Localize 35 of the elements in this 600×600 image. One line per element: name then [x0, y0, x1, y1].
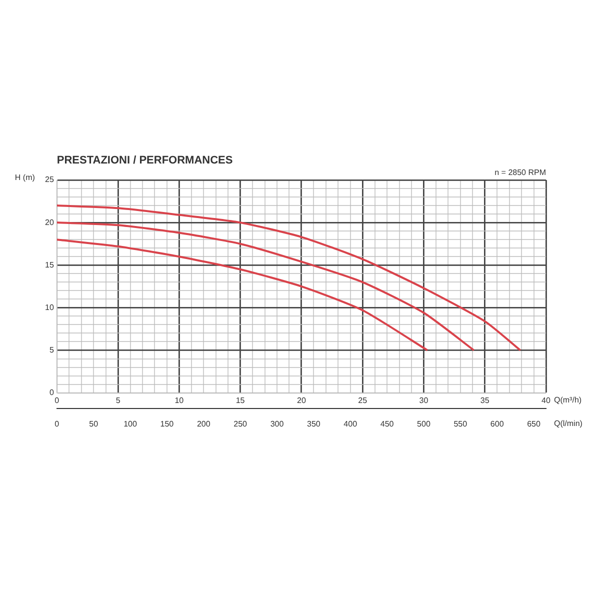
x2-tick-label: 350 [306, 419, 321, 428]
x2-tick-label: 150 [160, 419, 174, 428]
y-axis-title: H (m) [14, 173, 36, 182]
line-series [56, 222, 475, 352]
x2-tick-label: 100 [124, 419, 138, 428]
x-axis-title: Q(m³/h) [554, 396, 582, 405]
y-tick-label: 25 [44, 175, 54, 184]
y-tick-label: 15 [44, 260, 54, 270]
x-tick-label: 30 [419, 396, 429, 405]
x-tick-label: 15 [236, 396, 246, 405]
x2-tick-label: 200 [196, 419, 211, 428]
x2-tick-label: 450 [380, 419, 394, 428]
line-series [56, 238, 428, 352]
x2-axis-title: Q(l/min) [554, 419, 583, 428]
y-tick-label: 10 [44, 302, 54, 312]
x-tick-label: 40 [542, 396, 551, 405]
line-series [56, 204, 522, 352]
x2-tick-label: 250 [234, 419, 248, 428]
y-tick-label: 20 [44, 218, 54, 227]
y-tick-label: 5 [49, 345, 54, 354]
x2-tick-label: 300 [270, 419, 284, 428]
x2-tick-label: 50 [89, 419, 99, 428]
y-tick-label: 0 [49, 388, 54, 398]
x-tick-label: 20 [296, 396, 306, 405]
x-tick-label: 35 [480, 396, 490, 405]
text: n = 2850 RPM [494, 168, 546, 178]
x-tick-label: 5 [116, 396, 121, 405]
x2-tick-label: 550 [454, 419, 468, 428]
x2-tick-label: 400 [344, 419, 358, 428]
x2-tick-label: 650 [527, 419, 541, 428]
chart-title: PRESTAZIONI / PERFORMANCES [56, 154, 233, 167]
x-tick-label: 25 [358, 396, 368, 405]
x2-tick-label: 500 [417, 419, 431, 428]
x2-tick-label: 600 [490, 419, 504, 428]
x-tick-label: 10 [174, 396, 184, 405]
